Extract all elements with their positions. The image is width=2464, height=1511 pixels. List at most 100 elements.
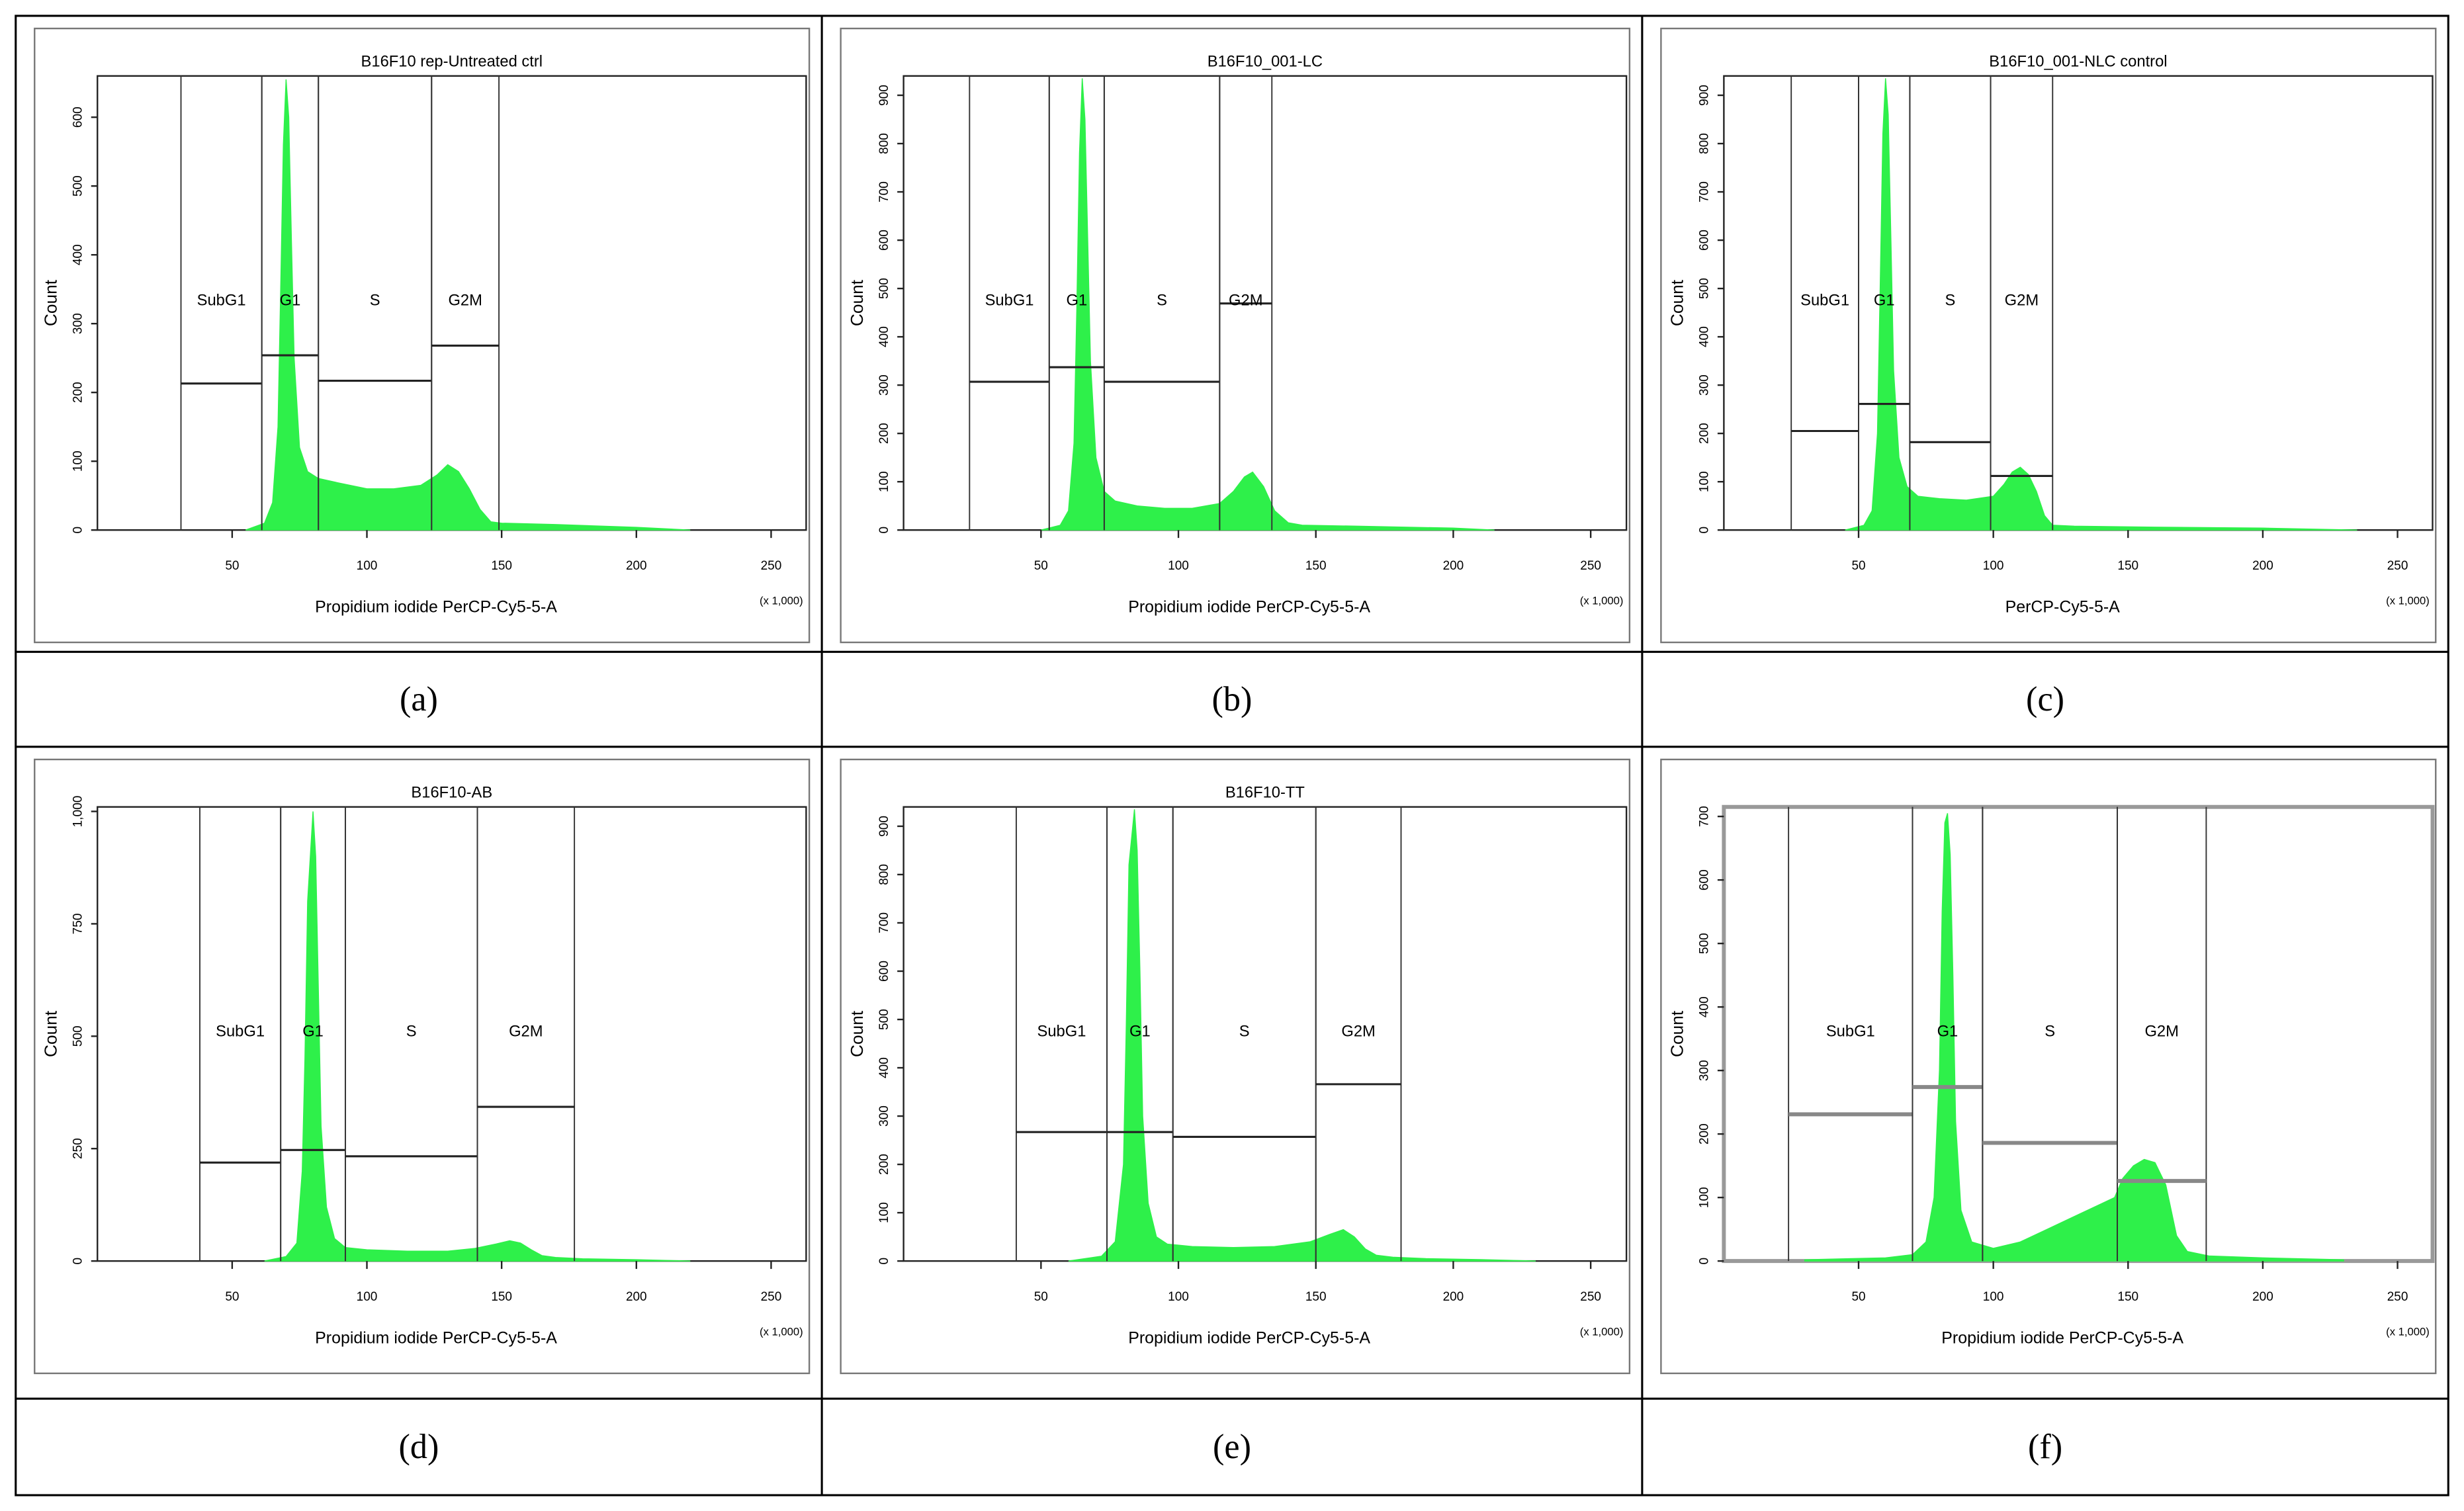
panel-frame [840, 27, 1631, 644]
x-tick-label: 100 [357, 559, 378, 573]
x-tick-label: 100 [1168, 559, 1189, 573]
plot-frame [1723, 75, 2434, 531]
y-tick-label: 100 [1698, 471, 1712, 492]
histogram-area [245, 79, 691, 531]
x-tick-label: 150 [2117, 559, 2138, 573]
y-tick-label: 500 [877, 1009, 891, 1030]
chart-title: B16F10 rep-Untreated ctrl [361, 52, 543, 70]
gate-label: G2M [2005, 292, 2039, 310]
gate-label: G2M [448, 292, 482, 310]
chart-title: B16F10_001-NLC control [1989, 52, 2167, 70]
panel: B16F10 rep-Untreated ctrl 50 100 150 200 250 0… [34, 27, 811, 718]
y-tick-label: 300 [1698, 1060, 1712, 1081]
y-tick-label: 100 [877, 471, 891, 492]
y-axis-label: Count [1667, 279, 1687, 326]
histogram-area [1845, 78, 2357, 531]
y-tick-label: 700 [1698, 181, 1712, 202]
x-tick-label: 150 [1305, 559, 1327, 573]
gate-label: S [1239, 1022, 1250, 1040]
x-tick-label: 250 [2387, 559, 2408, 573]
plot-frame [902, 806, 1628, 1262]
x-tick-label: 200 [2252, 1290, 2273, 1304]
x-unit-label: (x 1,000) [1580, 1325, 1624, 1338]
gate-label: G1 [1937, 1022, 1958, 1040]
panel: B16F10-AB 50 100 150 200 250 0 250 500 750 1,000 Co… [34, 758, 811, 1466]
y-axis-label: Count [41, 279, 61, 326]
panel: B16F10-TT 50 100 150 200 250 0 100 200 300 400 500 6… [840, 758, 1631, 1466]
y-axis-label: Count [847, 279, 867, 326]
panel-frame [1660, 758, 2437, 1375]
panel-frame [840, 758, 1631, 1375]
y-tick-label: 400 [877, 326, 891, 347]
y-axis-label: Count [1667, 1010, 1687, 1057]
panel-frame [1660, 27, 2437, 644]
y-tick-label: 200 [1698, 1123, 1712, 1144]
gate-label: G2M [1229, 292, 1262, 310]
y-tick-label: 500 [71, 1025, 85, 1047]
y-tick-label: 0 [71, 527, 85, 534]
y-tick-label: 700 [1698, 806, 1712, 827]
y-tick-label: 0 [1698, 1258, 1712, 1265]
x-tick-label: 150 [2117, 1290, 2138, 1304]
y-tick-label: 600 [1698, 230, 1712, 251]
gate-label: G1 [280, 292, 301, 310]
y-tick-label: 700 [877, 181, 891, 202]
gate-label: SubG1 [197, 292, 246, 310]
y-tick-label: 100 [71, 451, 85, 472]
gate-label: S [2045, 1022, 2055, 1040]
x-tick-label: 100 [1983, 559, 2004, 573]
y-tick-label: 0 [1698, 527, 1712, 534]
x-tick-label: 150 [1305, 1290, 1327, 1304]
y-tick-label: 600 [1698, 869, 1712, 890]
y-tick-label: 900 [877, 85, 891, 106]
x-axis-label: Propidium iodide PerCP-Cy5-5-A [1128, 597, 1370, 616]
y-tick-label: 700 [877, 912, 891, 933]
histogram-area [1041, 78, 1495, 531]
chart-title: B16F10-AB [411, 783, 492, 801]
histogram-area [264, 811, 691, 1262]
x-unit-label: (x 1,000) [1580, 595, 1624, 607]
gate-label: G1 [1129, 1022, 1151, 1040]
gate-label: SubG1 [1826, 1022, 1875, 1040]
y-tick-label: 400 [71, 244, 85, 265]
y-tick-label: 500 [1698, 933, 1712, 954]
y-tick-label: 600 [877, 230, 891, 251]
panel: B16F10_001-NLC control 50 100 150 200 250 0 100… [1660, 27, 2437, 718]
plot-frame [97, 806, 807, 1262]
panel-caption: (c) [2026, 680, 2064, 718]
panel: B16F10_001-LC 50 100 150 200 250 0 100 200 300 400… [840, 27, 1631, 718]
y-tick-label: 200 [877, 423, 891, 444]
y-tick-label: 400 [1698, 326, 1712, 347]
x-axis-label: Propidium iodide PerCP-Cy5-5-A [1128, 1328, 1370, 1347]
x-tick-label: 250 [761, 559, 782, 573]
histogram-area [1804, 813, 2344, 1262]
y-tick-label: 600 [877, 961, 891, 982]
gate-label: S [406, 1022, 417, 1040]
x-unit-label: (x 1,000) [2386, 1325, 2430, 1338]
y-tick-label: 400 [1698, 996, 1712, 1017]
y-tick-label: 750 [71, 913, 85, 934]
x-tick-label: 250 [1580, 1290, 1601, 1304]
y-tick-label: 600 [71, 107, 85, 128]
x-axis-label: Propidium iodide PerCP-Cy5-5-A [1941, 1328, 2183, 1347]
gate-label: G2M [1341, 1022, 1375, 1040]
gate-label: G2M [509, 1022, 543, 1040]
plot-frame [1722, 804, 2435, 1264]
y-tick-label: 250 [71, 1138, 85, 1159]
x-unit-label: (x 1,000) [2386, 595, 2430, 607]
panel-caption: (f) [2028, 1428, 2062, 1466]
x-tick-label: 200 [1443, 1290, 1464, 1304]
panel-frame [34, 27, 811, 644]
plot-frame [97, 75, 807, 531]
gate-label: SubG1 [985, 292, 1034, 310]
panel-frame [34, 758, 811, 1375]
y-tick-label: 300 [1698, 374, 1712, 396]
y-tick-label: 500 [71, 175, 85, 196]
y-tick-label: 900 [877, 816, 891, 837]
y-tick-label: 300 [877, 1105, 891, 1127]
y-tick-label: 800 [877, 133, 891, 154]
x-tick-label: 150 [491, 559, 512, 573]
y-tick-label: 500 [1698, 278, 1712, 299]
